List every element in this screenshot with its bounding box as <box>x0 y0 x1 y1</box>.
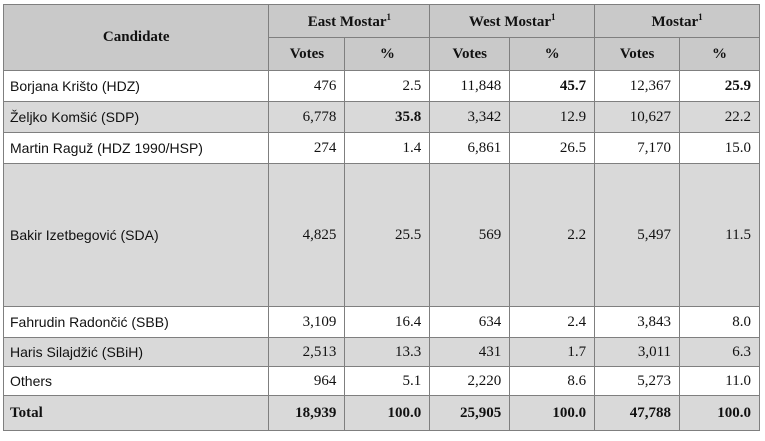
footnote-mark: 1 <box>550 11 556 22</box>
results-table: Candidate East Mostar1 West Mostar1 Mostar1… <box>2 4 760 431</box>
cell-value: 431 <box>429 337 511 367</box>
cell-value: 2,513 <box>268 337 346 367</box>
cell-value: 11.0 <box>679 366 760 396</box>
cell-value: 2.5 <box>344 70 431 102</box>
total-value: 25,905 <box>429 395 511 431</box>
cell-value: 7,170 <box>594 132 681 164</box>
cell-value: 3,109 <box>268 306 346 338</box>
total-value: 18,939 <box>268 395 346 431</box>
cell-value: 6,861 <box>429 132 511 164</box>
cell-value: 15.0 <box>679 132 760 164</box>
cell-value: 6,778 <box>268 101 346 133</box>
candidate-row: Bakir Izetbegović (SDA) 4,825 25.5 569 2.2 5,… <box>2 163 760 307</box>
cell-value: 1.4 <box>344 132 431 164</box>
cell-value: 5,497 <box>594 163 681 307</box>
cell-value: 569 <box>429 163 511 307</box>
cell-value: 8.0 <box>679 306 760 338</box>
group-label: East Mostar <box>307 13 387 30</box>
cell-value: 634 <box>429 306 511 338</box>
group-label: West Mostar <box>468 13 551 30</box>
total-value: 100.0 <box>509 395 596 431</box>
cell-value: 5,273 <box>594 366 681 396</box>
group-label: Mostar <box>651 13 699 30</box>
candidate-row: Martin Raguž (HDZ 1990/HSP) 274 1.4 6,861 26… <box>2 132 760 164</box>
group-header: East Mostar1 <box>268 4 431 38</box>
cell-value: 476 <box>268 70 346 102</box>
cell-value: 22.2 <box>679 101 760 133</box>
table-header: Candidate East Mostar1 West Mostar1 Mostar1… <box>2 4 760 71</box>
header-row: Candidate East Mostar1 West Mostar1 Mostar1 <box>2 4 760 71</box>
total-value: 100.0 <box>679 395 760 431</box>
cell-value: 25.5 <box>344 163 431 307</box>
cell-value: 45.7 <box>509 70 596 102</box>
table-body: Borjana Krišto (HDZ) 476 2.5 11,848 45.7 12,3… <box>2 70 760 431</box>
cell-value: 35.8 <box>344 101 431 133</box>
cell-value: 2.2 <box>509 163 596 307</box>
total-label: Total <box>2 395 270 431</box>
candidate-row: Fahrudin Radončić (SBB) 3,109 16.4 634 2.4 3,… <box>2 306 760 338</box>
candidate-name: Borjana Krišto (HDZ) <box>2 70 270 102</box>
cell-value: 3,843 <box>594 306 681 338</box>
cell-value: 11,848 <box>429 70 511 102</box>
cell-value: 13.3 <box>344 337 431 367</box>
candidate-name: Others <box>2 366 270 396</box>
cell-value: 8.6 <box>509 366 596 396</box>
total-value: 47,788 <box>594 395 681 431</box>
cell-value: 26.5 <box>509 132 596 164</box>
subheader: % <box>344 37 431 71</box>
cell-value: 2.4 <box>509 306 596 338</box>
candidate-header: Candidate <box>2 4 270 71</box>
cell-value: 11.5 <box>679 163 760 307</box>
subheader: Votes <box>594 37 681 71</box>
subheader-row: Votes% Votes% Votes% <box>4 37 760 71</box>
cell-value: 12.9 <box>509 101 596 133</box>
candidate-name: Haris Silajdžić (SBiH) <box>2 337 270 367</box>
cell-value: 3,342 <box>429 101 511 133</box>
candidate-name: Bakir Izetbegović (SDA) <box>2 163 270 307</box>
subheader: Votes <box>429 37 511 71</box>
cell-value: 4,825 <box>268 163 346 307</box>
total-value: 100.0 <box>344 395 431 431</box>
candidate-name: Martin Raguž (HDZ 1990/HSP) <box>2 132 270 164</box>
group-header: West Mostar1 <box>429 4 596 38</box>
cell-value: 1.7 <box>509 337 596 367</box>
candidate-name: Fahrudin Radončić (SBB) <box>2 306 270 338</box>
candidate-row: Others 964 5.1 2,220 8.6 5,273 11.0 <box>2 366 760 396</box>
candidate-row: Željko Komšić (SDP) 6,778 35.8 3,342 12.9 10,… <box>2 101 760 133</box>
cell-value: 10,627 <box>594 101 681 133</box>
group-header: Mostar1 <box>594 4 760 38</box>
subheader: % <box>679 37 760 71</box>
subheader: Votes <box>268 37 346 71</box>
footnote-mark: 1 <box>698 11 703 22</box>
candidate-name: Željko Komšić (SDP) <box>2 101 270 133</box>
cell-value: 964 <box>268 366 346 396</box>
footnote-mark: 1 <box>386 11 392 22</box>
cell-value: 6.3 <box>679 337 760 367</box>
cell-value: 16.4 <box>344 306 431 338</box>
cell-value: 274 <box>268 132 346 164</box>
candidate-row: Borjana Krišto (HDZ) 476 2.5 11,848 45.7 12,3… <box>2 70 760 102</box>
cell-value: 25.9 <box>679 70 760 102</box>
total-row: Total 18,939 100.0 25,905 100.0 47,788 100.0 <box>2 395 760 431</box>
cell-value: 3,011 <box>594 337 681 367</box>
candidate-row: Haris Silajdžić (SBiH) 2,513 13.3 431 1.7 3,0… <box>2 337 760 367</box>
cell-value: 2,220 <box>429 366 511 396</box>
cell-value: 5.1 <box>344 366 431 396</box>
cell-value: 12,367 <box>594 70 681 102</box>
subheader: % <box>509 37 596 71</box>
